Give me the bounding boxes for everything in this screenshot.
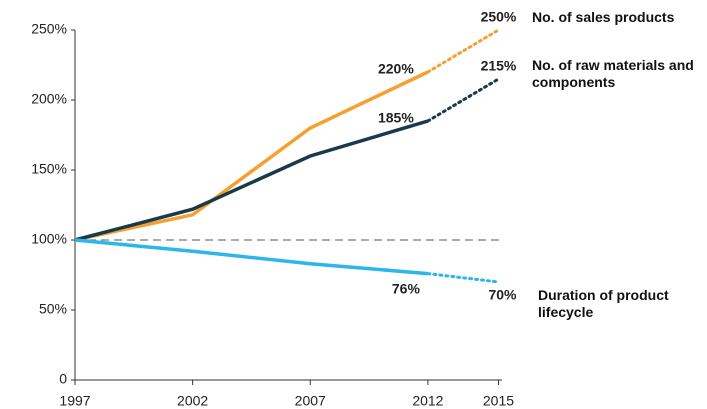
- data-label: 70%: [488, 287, 517, 303]
- projection-line: [426, 28, 500, 74]
- line-series: [74, 238, 429, 276]
- series-label: No. of raw materials and components: [532, 57, 694, 90]
- x-tick-label: 2012: [412, 393, 443, 409]
- y-tick-label: 250%: [31, 21, 67, 37]
- y-tick-label: 200%: [31, 91, 67, 107]
- data-label: 220%: [378, 61, 414, 77]
- series-label: No. of sales products: [532, 9, 675, 25]
- data-label: 250%: [481, 9, 517, 25]
- x-tick-label: 2007: [295, 393, 326, 409]
- data-label: 76%: [392, 280, 421, 296]
- series-label: Duration of product lifecycle: [538, 287, 669, 320]
- projection-line: [426, 272, 500, 284]
- x-tick-label: 1997: [59, 393, 90, 409]
- data-label: 215%: [481, 58, 517, 74]
- y-tick-label: 150%: [31, 161, 67, 177]
- y-tick-label: 100%: [31, 231, 67, 247]
- line-series: [74, 119, 429, 242]
- y-tick-label: 50%: [39, 301, 67, 317]
- projection-line: [426, 77, 500, 123]
- data-label: 185%: [378, 110, 414, 126]
- x-tick-label: 2015: [483, 393, 514, 409]
- x-tick-label: 2002: [177, 393, 208, 409]
- y-tick-label: 0: [59, 371, 67, 387]
- line-series: [74, 70, 429, 242]
